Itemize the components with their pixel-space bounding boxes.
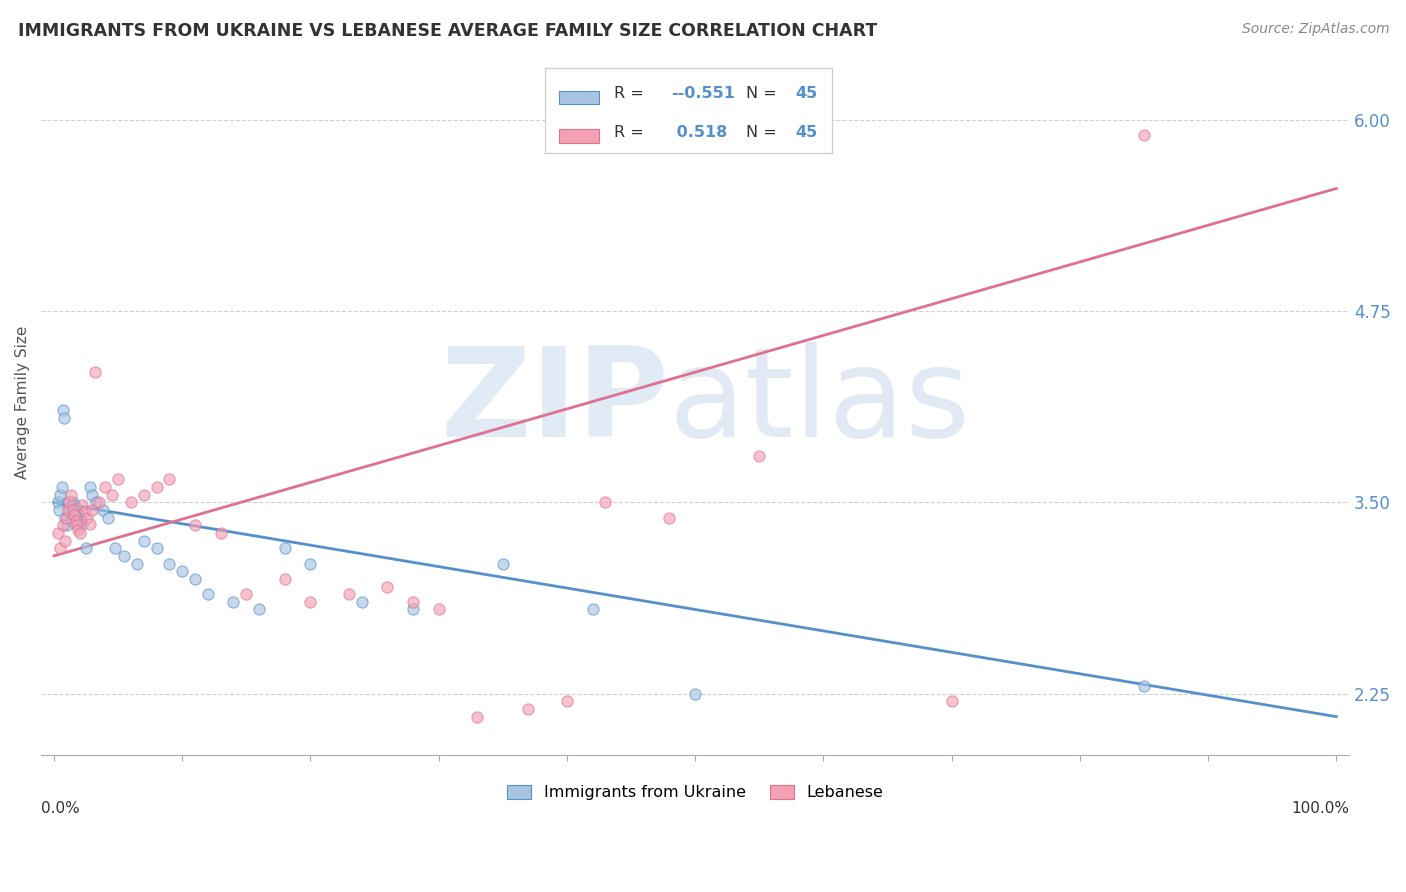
Point	[517, 702, 540, 716]
Point	[274, 541, 297, 556]
Point	[67, 523, 90, 537]
Point	[82, 488, 104, 502]
Point	[209, 525, 232, 540]
Point	[145, 480, 167, 494]
Point	[63, 508, 86, 522]
Point	[62, 495, 84, 509]
Point	[1133, 679, 1156, 693]
Point	[235, 587, 257, 601]
Point	[492, 557, 515, 571]
Point	[56, 495, 79, 509]
Point	[104, 541, 127, 556]
Point	[127, 557, 149, 571]
Text: ZIP: ZIP	[440, 343, 669, 463]
Point	[70, 516, 93, 531]
Point	[377, 580, 399, 594]
Point	[274, 572, 297, 586]
Point	[48, 503, 70, 517]
Point	[157, 472, 180, 486]
Point	[49, 488, 72, 502]
Point	[58, 495, 80, 509]
Point	[94, 480, 117, 494]
Point	[350, 595, 373, 609]
Point	[75, 541, 97, 556]
Point	[76, 510, 98, 524]
Point	[49, 541, 72, 556]
Point	[145, 541, 167, 556]
Point	[91, 503, 114, 517]
Point	[87, 495, 110, 509]
Legend: Immigrants from Ukraine, Lebanese: Immigrants from Ukraine, Lebanese	[501, 779, 890, 806]
Point	[941, 694, 963, 708]
Point	[66, 518, 89, 533]
Point	[247, 602, 270, 616]
Point	[402, 602, 425, 616]
Point	[222, 595, 245, 609]
Point	[55, 518, 77, 533]
Text: atlas: atlas	[669, 343, 972, 463]
Point	[52, 403, 75, 417]
Point	[70, 499, 93, 513]
Text: 0.0%: 0.0%	[41, 801, 80, 815]
Point	[107, 472, 129, 486]
Point	[62, 503, 84, 517]
Point	[65, 501, 87, 516]
Point	[427, 602, 450, 616]
Point	[337, 587, 360, 601]
Point	[79, 480, 101, 494]
Point	[184, 572, 207, 586]
Point	[84, 365, 107, 379]
Point	[402, 595, 425, 609]
Point	[120, 495, 142, 509]
Point	[58, 503, 80, 517]
Point	[1133, 128, 1156, 142]
Point	[581, 602, 603, 616]
Point	[63, 499, 86, 513]
Point	[55, 510, 77, 524]
Point	[67, 508, 90, 522]
Point	[65, 514, 87, 528]
Point	[46, 525, 69, 540]
Text: 100.0%: 100.0%	[1291, 801, 1350, 815]
Point	[70, 514, 93, 528]
Text: Source: ZipAtlas.com: Source: ZipAtlas.com	[1241, 22, 1389, 37]
Point	[658, 510, 681, 524]
Point	[84, 495, 107, 509]
Point	[184, 518, 207, 533]
Point	[52, 518, 75, 533]
Point	[69, 525, 91, 540]
Point	[157, 557, 180, 571]
Point	[79, 516, 101, 531]
Point	[97, 510, 120, 524]
Point	[197, 587, 219, 601]
Point	[56, 503, 79, 517]
Point	[595, 495, 617, 509]
Y-axis label: Average Family Size: Average Family Size	[15, 326, 30, 480]
Point	[59, 508, 82, 522]
Point	[114, 549, 136, 563]
Point	[299, 595, 322, 609]
Point	[46, 495, 69, 509]
Point	[82, 503, 104, 517]
Point	[51, 480, 73, 494]
Point	[299, 557, 322, 571]
Point	[60, 514, 83, 528]
Point	[100, 488, 122, 502]
Point	[132, 488, 155, 502]
Point	[69, 510, 91, 524]
Point	[73, 504, 96, 518]
Point	[55, 510, 77, 524]
Point	[465, 709, 488, 723]
Point	[55, 533, 77, 548]
Text: IMMIGRANTS FROM UKRAINE VS LEBANESE AVERAGE FAMILY SIZE CORRELATION CHART: IMMIGRANTS FROM UKRAINE VS LEBANESE AVER…	[18, 22, 877, 40]
Point	[132, 533, 155, 548]
Point	[748, 450, 770, 464]
Point	[59, 488, 82, 502]
Point	[66, 504, 89, 518]
Point	[683, 687, 706, 701]
Point	[53, 411, 76, 425]
Point	[555, 694, 578, 708]
Point	[172, 564, 194, 578]
